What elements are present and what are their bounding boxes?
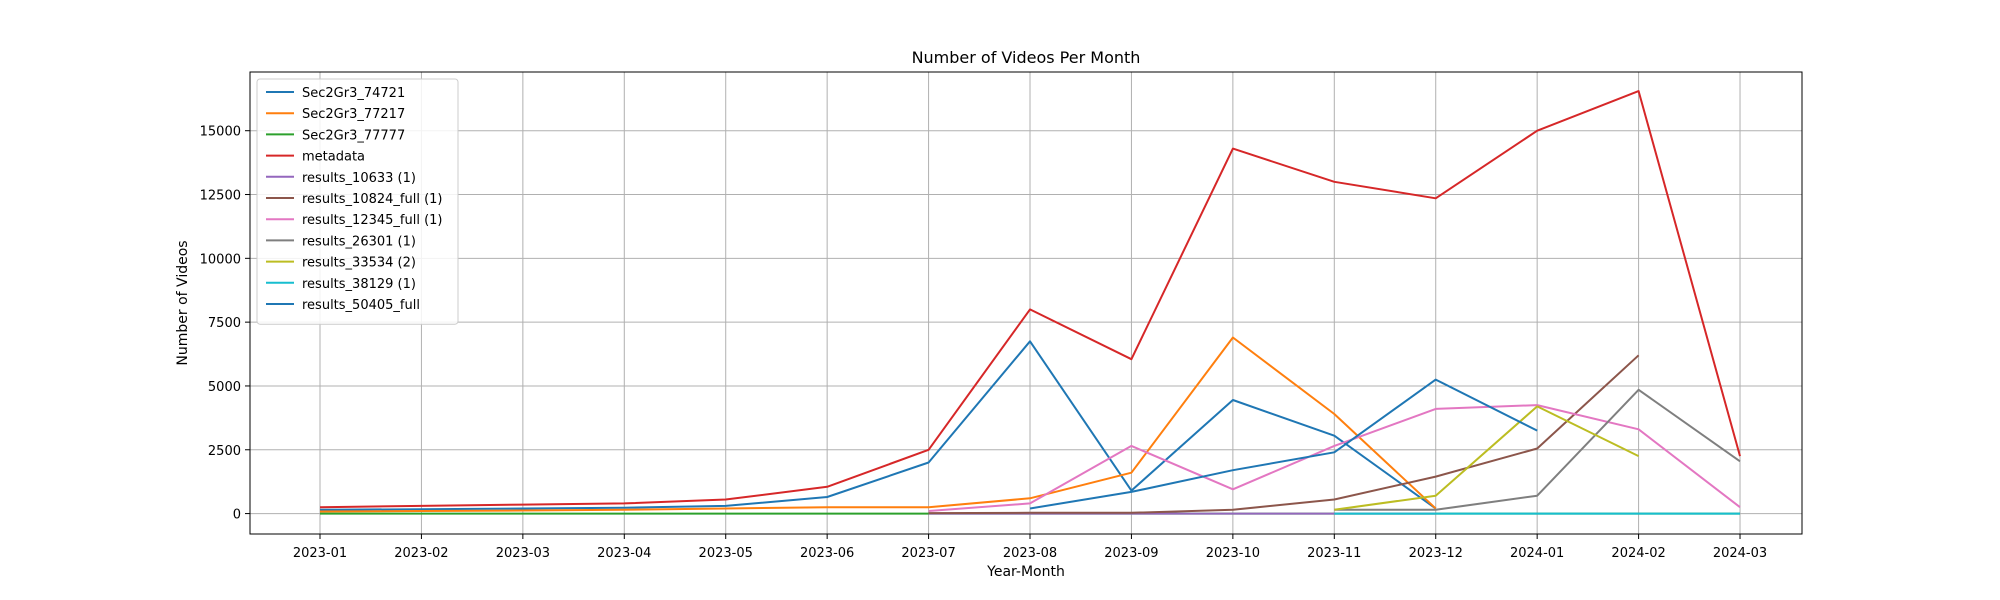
plot-frame xyxy=(249,71,1803,535)
x-tick-label: 2023-11 xyxy=(1307,546,1361,561)
series-line xyxy=(1334,388,1741,511)
legend: Sec2Gr3_74721 Sec2Gr3_77217 Sec2Gr3_77777m… xyxy=(256,78,459,325)
y-tick-label: 2500 xyxy=(208,444,241,459)
legend-label: metadata xyxy=(302,150,365,165)
y-tick-label: 7500 xyxy=(208,316,241,331)
plot-area-background xyxy=(250,72,1802,534)
legend-label: Sec2Gr3_77777 xyxy=(302,128,405,143)
series-lines xyxy=(319,90,1741,515)
x-tick-label: 2023-08 xyxy=(1003,546,1057,561)
series-line xyxy=(1029,378,1538,510)
x-tick-label: 2023-03 xyxy=(496,546,550,561)
legend-label: results_33534 (2) xyxy=(302,256,416,271)
x-tick-label: 2024-03 xyxy=(1713,546,1767,561)
x-tick-label: 2023-05 xyxy=(699,546,753,561)
legend-label: results_12345_full (1) xyxy=(302,213,443,228)
x-tick-label: 2023-04 xyxy=(597,546,651,561)
legend-label: results_10824_full (1) xyxy=(302,192,443,207)
y-tick-label: 10000 xyxy=(200,252,241,267)
series-line xyxy=(319,90,1741,509)
legend-label: results_50405_full xyxy=(302,298,420,313)
x-tick-label: 2023-01 xyxy=(293,546,347,561)
chart-title: Number of Videos Per Month xyxy=(912,48,1141,67)
legend-label: results_10633 (1) xyxy=(302,171,416,186)
y-axis-label: Number of Videos xyxy=(175,240,191,365)
y-tick-label: 5000 xyxy=(208,380,241,395)
x-tick-label: 2023-07 xyxy=(901,546,955,561)
y-tick-label: 12500 xyxy=(200,189,241,204)
x-tick-label: 2024-01 xyxy=(1510,546,1564,561)
y-tick-label: 15000 xyxy=(200,125,241,140)
x-tick-label: 2023-09 xyxy=(1104,546,1158,561)
x-tick-label: 2023-06 xyxy=(800,546,854,561)
x-tick-label: 2023-12 xyxy=(1409,546,1463,561)
series-line xyxy=(928,354,1640,515)
x-axis-ticks: 2023-01 2023-02 2023-03 2023-04 2023-05 2023-… xyxy=(293,534,1767,561)
y-tick-label: 0 xyxy=(233,508,241,523)
x-tick-label: 2024-02 xyxy=(1611,546,1665,561)
legend-label: results_38129 (1) xyxy=(302,277,416,292)
legend-label: results_26301 (1) xyxy=(302,234,416,249)
y-axis-ticks: 0 2500 5000 7500 10000 12500 15000 xyxy=(200,125,250,523)
x-axis-label: Year-Month xyxy=(986,564,1065,580)
x-tick-label: 2023-02 xyxy=(394,546,448,561)
series-line xyxy=(928,404,1741,512)
series-line xyxy=(319,336,1437,513)
series-line xyxy=(319,340,1437,511)
x-tick-label: 2023-10 xyxy=(1206,546,1260,561)
grid-lines xyxy=(250,72,1802,534)
series-line xyxy=(1334,405,1640,511)
legend-label: Sec2Gr3_77217 xyxy=(302,107,405,122)
legend-box xyxy=(256,78,459,325)
legend-label: Sec2Gr3_74721 xyxy=(302,86,405,101)
